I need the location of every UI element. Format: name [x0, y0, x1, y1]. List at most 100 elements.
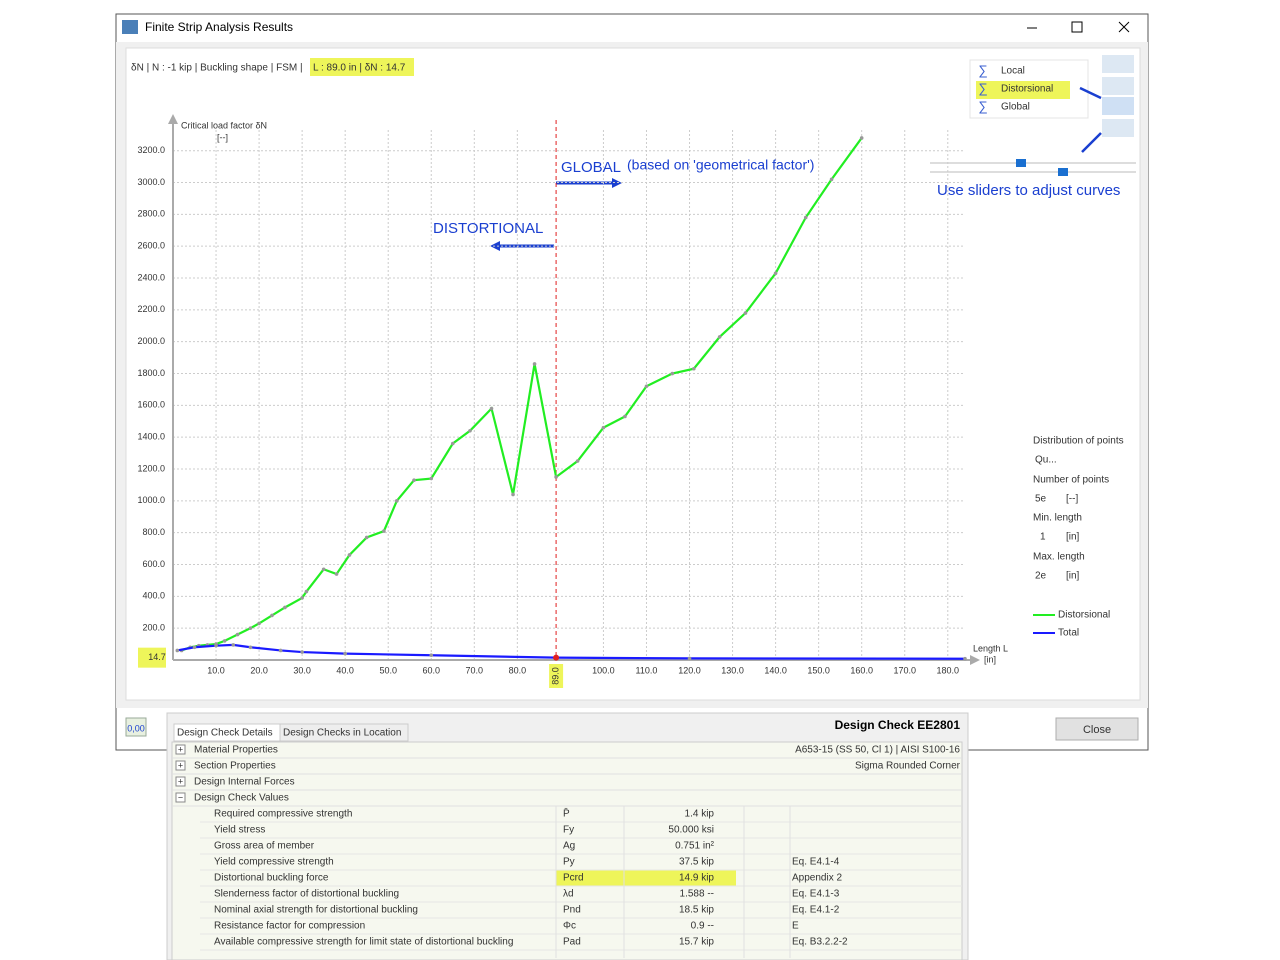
- distribution-value[interactable]: Qu...: [1035, 455, 1057, 466]
- expander[interactable]: [175, 792, 186, 803]
- row-symbol: P̄: [563, 807, 570, 820]
- row-symbol: Pad: [563, 937, 581, 948]
- marker-x-label: 89.0: [550, 667, 560, 685]
- x-tick-label: 180.0: [937, 665, 960, 675]
- maximize[interactable]: [1071, 21, 1083, 33]
- row-name: Required compressive strength: [214, 809, 352, 820]
- tool-btn[interactable]: [1102, 55, 1134, 73]
- section-value: A653-15 (SS 50, Cl 1) | AISI S100-16: [795, 745, 960, 756]
- tab-label[interactable]: Design Check Details: [177, 728, 273, 739]
- data-point: [963, 656, 967, 661]
- status-icon: [125, 717, 147, 737]
- y-tick-label: 2200.0: [137, 304, 165, 314]
- row-ref: Eq. E4.1-3: [792, 889, 840, 900]
- expander-sign: +: [178, 776, 183, 786]
- y-tick-label: 600.0: [142, 559, 165, 569]
- data-point: [803, 215, 808, 220]
- row-name: Distortional buckling force: [214, 873, 329, 884]
- annotation: Use sliders to adjust curves: [937, 182, 1120, 199]
- curve-item[interactable]: Distorsional: [1001, 84, 1053, 95]
- tool-btn[interactable]: [1102, 97, 1134, 115]
- highlight: [310, 58, 414, 76]
- x-tick-label: 110.0: [636, 665, 658, 675]
- header-info: δN | N : -1 kip | Buckling shape | FSM |: [131, 63, 303, 74]
- row-symbol: λd: [563, 889, 574, 900]
- data-point: [192, 645, 197, 650]
- row-name: Gross area of member: [214, 841, 315, 852]
- data-point: [270, 613, 274, 618]
- section-name: Design Internal Forces: [194, 777, 295, 788]
- close-button[interactable]: [1055, 717, 1139, 741]
- data-point: [175, 648, 180, 653]
- marker-x-box: [549, 664, 564, 688]
- x-tick-label: 40.0: [336, 665, 354, 675]
- x-tick-label: 150.0: [807, 665, 830, 675]
- x-tick-label: 50.0: [379, 665, 397, 675]
- x-axis-unit: [in]: [984, 654, 996, 664]
- marker-y-label: 14.7: [148, 652, 166, 662]
- data-point: [300, 650, 304, 654]
- y-tick-label: 2400.0: [137, 272, 165, 282]
- data-point: [717, 335, 722, 339]
- tool-btn[interactable]: [1102, 77, 1134, 95]
- row-value: 1.588 --: [680, 889, 714, 900]
- row-name: Available compressive strength for limit…: [214, 937, 513, 948]
- max-label: Max. length: [1033, 552, 1085, 563]
- y-tick-label: 1000.0: [137, 495, 165, 505]
- row-ref: Appendix 2: [792, 873, 842, 884]
- data-point: [321, 567, 326, 572]
- x-tick-label: 80.0: [509, 665, 527, 675]
- max-value[interactable]: 2e: [1035, 571, 1047, 582]
- row-symbol: Φc: [563, 921, 576, 932]
- x-tick-label: 20.0: [250, 665, 268, 675]
- max-unit: [in]: [1066, 571, 1080, 582]
- window-title: Finite Strip Analysis Results: [145, 20, 293, 34]
- tool-btn[interactable]: [1102, 119, 1134, 137]
- y-tick-label: 1200.0: [137, 463, 165, 473]
- curve-item[interactable]: Local: [1001, 66, 1025, 77]
- x-axis-label: Length L: [973, 643, 1008, 653]
- expander[interactable]: [175, 760, 186, 771]
- points-value[interactable]: 5e: [1035, 494, 1047, 505]
- tab-label[interactable]: Design Checks in Location: [283, 728, 401, 739]
- data-point: [364, 535, 369, 540]
- data-point: [601, 425, 606, 430]
- data-point: [412, 478, 416, 482]
- data-point: [511, 492, 515, 497]
- slider-thumb[interactable]: [1016, 159, 1026, 167]
- expander[interactable]: [175, 744, 186, 755]
- section-value: Sigma Rounded Corner: [855, 761, 961, 772]
- row-name: Resistance factor for compression: [214, 921, 365, 932]
- expander[interactable]: [175, 776, 186, 787]
- row-ref: E: [792, 921, 799, 932]
- table-title: Design Check EE2801: [835, 718, 961, 732]
- curve-item[interactable]: Global: [1001, 102, 1030, 113]
- data-point: [231, 643, 236, 647]
- close-x[interactable]: [1118, 21, 1130, 33]
- expander-sign: +: [178, 760, 183, 770]
- row-symbol: Pnd: [563, 905, 581, 916]
- data-point: [395, 499, 399, 503]
- close-label[interactable]: Close: [1083, 724, 1111, 736]
- table: [171, 741, 963, 960]
- row-name: Yield stress: [214, 825, 265, 836]
- data-point: [644, 384, 649, 389]
- header-highlight: L : 89.0 in | δN : 14.7: [313, 63, 406, 74]
- data-point: [278, 648, 283, 653]
- distribution-label: Distribution of points: [1033, 436, 1124, 447]
- data-point: [347, 553, 352, 557]
- slider-thumb[interactable]: [1058, 168, 1068, 176]
- callout-arrow: [1079, 86, 1102, 153]
- tab[interactable]: [279, 723, 409, 742]
- legend-label: Distorsional: [1058, 610, 1110, 621]
- data-point: [532, 362, 537, 366]
- x-tick-label: 100.0: [592, 665, 615, 675]
- curve-icon: ∑: [978, 98, 987, 113]
- data-point: [235, 632, 240, 637]
- min-value[interactable]: 1: [1040, 532, 1046, 543]
- annotation: GLOBAL: [561, 159, 621, 176]
- y-axis-unit: [--]: [217, 132, 228, 142]
- data-point: [214, 643, 218, 648]
- section-name: Material Properties: [194, 745, 278, 756]
